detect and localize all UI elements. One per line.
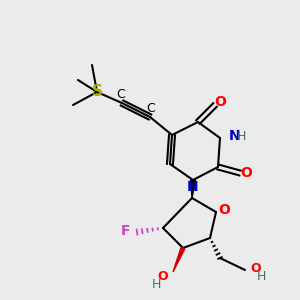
Text: N: N xyxy=(229,129,241,143)
Text: C: C xyxy=(117,88,125,101)
Text: F: F xyxy=(121,224,130,238)
Text: O: O xyxy=(158,271,168,284)
Text: O: O xyxy=(218,203,230,217)
Text: C: C xyxy=(147,103,155,116)
Text: O: O xyxy=(240,166,252,180)
Text: H: H xyxy=(152,278,161,290)
Polygon shape xyxy=(173,247,185,272)
Polygon shape xyxy=(190,180,196,198)
Text: H: H xyxy=(237,130,246,142)
Text: N: N xyxy=(187,180,199,194)
Text: O: O xyxy=(214,95,226,109)
Text: S: S xyxy=(92,85,103,100)
Text: O: O xyxy=(250,262,261,275)
Text: H: H xyxy=(257,269,266,283)
